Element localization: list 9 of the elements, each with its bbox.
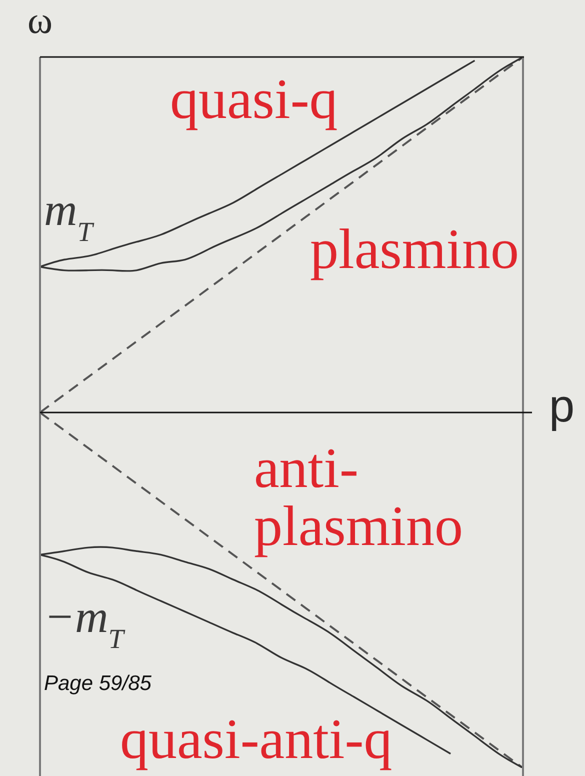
annotation: −m$_{T}$ — [44, 591, 126, 654]
series-label: anti-plasmino — [254, 437, 463, 558]
series-label: quasi-q — [170, 68, 338, 131]
annotation: Page 59/85 — [44, 672, 152, 695]
x-axis-title: p — [549, 380, 575, 432]
series-label: quasi-anti-q — [120, 708, 392, 771]
series-label: plasmino — [310, 218, 519, 281]
annotation: m$_{T}$ — [44, 184, 94, 246]
y-axis-title: ω — [27, 0, 53, 42]
